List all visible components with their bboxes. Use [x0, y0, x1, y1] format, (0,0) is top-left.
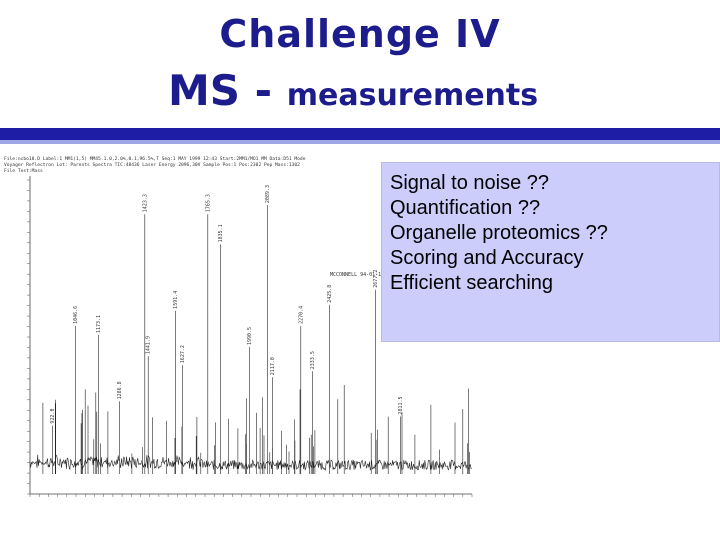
subtitle-ms: MS [168, 66, 241, 115]
note-item: Quantification ?? [390, 197, 541, 219]
slide-title: Challenge IV [219, 12, 501, 56]
slide-subtitle: MS - measurements [168, 66, 538, 115]
spectrum-peak-label: 1286.8 [117, 381, 123, 399]
spectrum-peak-label: 1990.5 [247, 327, 253, 345]
subtitle-measurements: measurements [286, 78, 539, 113]
spectrum-sample-label: MCCONNELL 94-01-1 [330, 272, 381, 278]
spectrum-peak-label: 1591.4 [173, 291, 179, 309]
spectrum-ticks [27, 179, 473, 497]
spectrum-peak-label: 922.0 [50, 409, 56, 424]
spectrum-peak-label: 2117.0 [270, 357, 276, 375]
spectrum-peak-label: 1423.3 [142, 194, 148, 212]
subtitle-dash: - [240, 66, 287, 115]
spectrum-header-1: File:ncbo18.D Label:1 MM1(1,5) MM45.1.0,… [4, 156, 306, 162]
spectrum-peak-label: 1173.1 [96, 315, 102, 333]
spectrum-peak-label: 1046.6 [73, 306, 79, 324]
header-rule-shadow [0, 140, 720, 144]
spectrum-peak-label: 2677.2 [373, 270, 379, 288]
note-item: Signal to noise ?? [390, 172, 550, 194]
spectrum-peak-label: 2425.8 [327, 285, 333, 303]
spectrum-peak-label: 2089.3 [265, 185, 271, 203]
header-rule [0, 128, 720, 140]
spectrum-trace [29, 205, 472, 474]
spectrum-header-2: Voyager Reflectron Lot: Parents Spectra … [4, 162, 300, 168]
spectrum-peak-labels: 1423.3 1765.3 1835.1 2089.3 2425.8 2677.2 1046… [50, 185, 404, 424]
note-item: Organelle proteomics ?? [390, 222, 608, 244]
note-item: Scoring and Accuracy [390, 247, 584, 269]
spectrum-peak-label: 2333.5 [310, 351, 316, 369]
notes-box: Signal to noise ?? Quantification ?? Org… [381, 162, 720, 342]
note-item: Efficient searching [390, 272, 554, 294]
spectrum-peak-label: 1835.1 [218, 224, 224, 242]
spectrum-peak-label: 2270.4 [298, 306, 304, 324]
spectrum-header-3: File Test:Mass [4, 168, 43, 174]
spectrum-peak-label: 1765.3 [205, 194, 211, 212]
spectrum-peak-label: 1441.9 [146, 336, 152, 354]
spectrum-peak-label: 2811.5 [398, 396, 404, 414]
spectrum-peak-label: 1627.2 [180, 345, 186, 363]
